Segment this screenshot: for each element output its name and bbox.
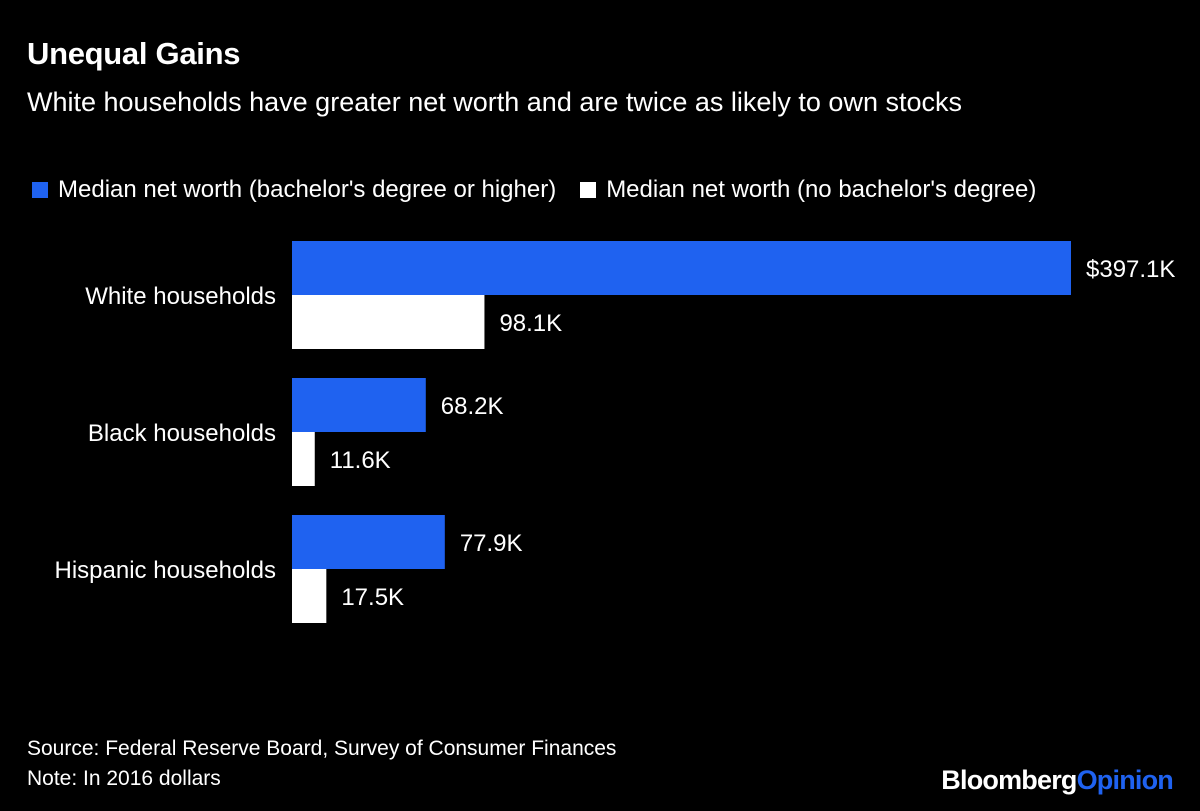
bar-white-households-series-1 xyxy=(292,295,485,349)
legend-item-degree: Median net worth (bachelor's degree or h… xyxy=(32,176,556,204)
legend-item-no-degree: Median net worth (no bachelor's degree) xyxy=(580,176,1036,204)
category-label-black-households: Black households xyxy=(88,420,276,447)
legend-swatch-degree xyxy=(32,182,48,198)
bar-black-households-series-1 xyxy=(292,432,315,486)
bloomberg-opinion-logo: BloombergOpinion xyxy=(941,765,1174,796)
dollars-note: Note: In 2016 dollars xyxy=(27,767,221,790)
bar-hispanic-households-series-0 xyxy=(292,515,445,569)
data-label-hispanic-households-series-1: 17.5K xyxy=(341,584,404,611)
data-label-white-households-series-1: 98.1K xyxy=(499,310,562,337)
source-note: Source: Federal Reserve Board, Survey of… xyxy=(27,737,617,760)
chart-subtitle: White households have greater net worth … xyxy=(27,87,962,117)
bar-white-households-series-0 xyxy=(292,241,1071,295)
logo-part-opinion: Opinion xyxy=(1076,765,1174,795)
legend-label-degree: Median net worth (bachelor's degree or h… xyxy=(58,176,557,203)
logo-part-bloomberg: Bloomberg xyxy=(941,765,1077,795)
data-label-black-households-series-0: 68.2K xyxy=(441,393,504,420)
category-label-white-households: White households xyxy=(85,283,276,310)
data-label-black-households-series-1: 11.6K xyxy=(330,447,391,474)
legend-swatch-no-degree xyxy=(580,182,597,198)
bar-hispanic-households-series-1 xyxy=(292,569,327,623)
chart-title: Unequal Gains xyxy=(27,36,241,71)
footer: Source: Federal Reserve Board, Survey of… xyxy=(27,734,616,794)
legend-label-no-degree: Median net worth (no bachelor's degree) xyxy=(606,176,1037,203)
data-label-white-households-series-0: $397.1K xyxy=(1086,256,1175,283)
data-label-hispanic-households-series-0: 77.9K xyxy=(460,530,523,557)
legend: Median net worth (bachelor's degree or h… xyxy=(32,176,1060,204)
bar-black-households-series-0 xyxy=(292,378,426,432)
category-label-hispanic-households: Hispanic households xyxy=(55,557,276,584)
